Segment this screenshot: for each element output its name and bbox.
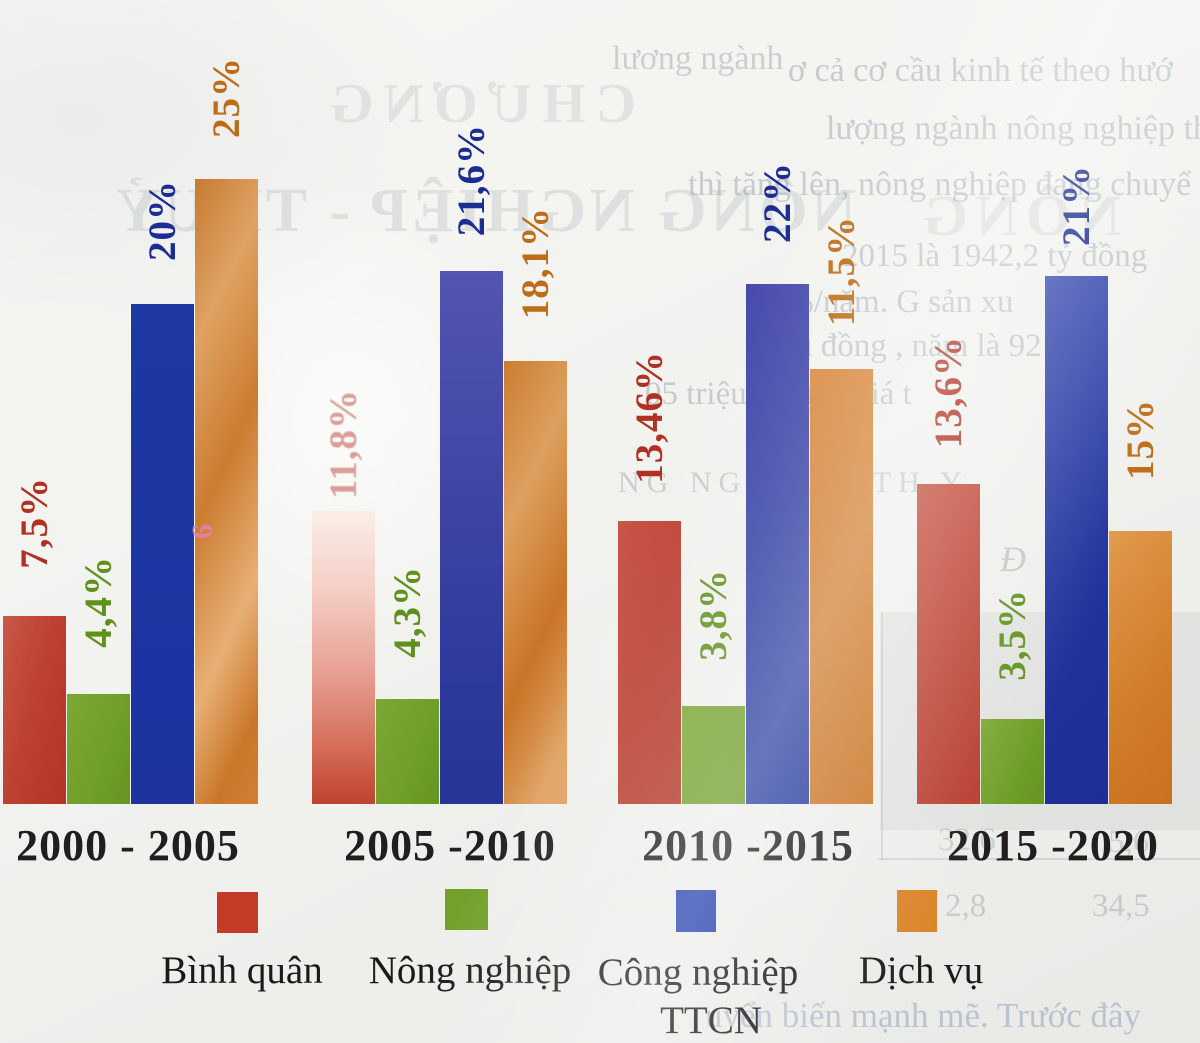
pct-label-cong-nghiep-2015-2020: 21% — [1055, 165, 1098, 246]
bleed-text-2: lượng ngành nông nghiệp thứ — [826, 110, 1200, 147]
pct-label-cong-nghiep-2010-2015: 22% — [756, 162, 799, 243]
bar-cong-nghiep-2010-2015 — [746, 284, 809, 804]
period-label-2015-2020: 2015 -2020 — [947, 821, 1159, 870]
legend-swatch-dich-vu — [897, 890, 937, 932]
legend-label-nong-nghiep: Nông nghiệp — [368, 949, 572, 992]
bar-binh-quan-2010-2015 — [618, 521, 681, 804]
bar-nong-nghiep-2015-2020 — [981, 719, 1044, 804]
bleed-text-15: 2,8 — [945, 888, 987, 924]
period-label-2010-2015: 2010 -2015 — [642, 821, 854, 870]
pct-label-binh-quan-2000-2005: 7,5% — [13, 477, 56, 569]
pct-label-dich-vu-2000-2005: 25% — [205, 57, 248, 138]
period-label-2005-2010: 2005 -2010 — [344, 821, 556, 870]
pct-label-binh-quan-2015-2020: 13,6% — [927, 335, 970, 448]
legend-label-dich-vu: Dịch vụ — [858, 949, 984, 992]
pct-label-binh-quan-2005-2010: 11,8% — [322, 388, 365, 499]
pct-label-nong-nghiep-2000-2005: 4,4% — [77, 556, 120, 648]
bleed-text-7: 2015 là 1942,2 tỷ đồng — [842, 238, 1148, 274]
pct-label-dich-vu-2010-2015: 11,5% — [820, 215, 863, 326]
legend-swatch-cong-nghiep — [676, 890, 716, 932]
bleed-text-0: lương ngành — [612, 40, 784, 77]
bar-dich-vu-2010-2015 — [810, 369, 873, 804]
bar-dich-vu-2000-2005 — [195, 179, 258, 804]
bleed-table-line-vertical — [881, 612, 883, 860]
bar-nong-nghiep-2005-2010 — [376, 699, 439, 804]
bar-binh-quan-2005-2010 — [312, 511, 375, 804]
bar-cong-nghiep-2015-2020 — [1045, 276, 1108, 804]
legend-label-binh-quan: Bình quân — [161, 949, 323, 992]
bar-dich-vu-2015-2020 — [1109, 531, 1172, 804]
pct-label-nong-nghiep-2005-2010: 4,3% — [386, 566, 429, 658]
bar-cong-nghiep-2005-2010 — [440, 271, 503, 804]
bleed-text-12: Đ — [1000, 539, 1026, 579]
stray-pen-mark: 6 — [186, 524, 219, 539]
bar-binh-quan-2015-2020 — [917, 484, 980, 804]
pct-label-nong-nghiep-2015-2020: 3,5% — [991, 589, 1034, 681]
pct-label-cong-nghiep-2005-2010: 21,6% — [450, 123, 493, 236]
legend-swatch-nong-nghiep — [445, 889, 488, 930]
pct-label-cong-nghiep-2000-2005: 20% — [141, 180, 184, 261]
bar-cong-nghiep-2000-2005 — [131, 304, 194, 804]
period-label-2000-2005: 2000 - 2005 — [16, 821, 240, 870]
bar-nong-nghiep-2010-2015 — [682, 706, 745, 804]
bar-nong-nghiep-2000-2005 — [67, 694, 130, 804]
legend-swatch-binh-quan — [217, 892, 258, 933]
bleed-text-17: uyển biến mạnh mẽ. Trước đây — [705, 996, 1142, 1035]
legend-label-cong-nghiep-line2: TTCN — [660, 999, 762, 1042]
pct-label-dich-vu-2005-2010: 18,1% — [514, 206, 557, 319]
bleed-text-16: 34,5 — [1092, 888, 1150, 924]
pct-label-dich-vu-2015-2020: 15% — [1119, 399, 1162, 480]
bar-dich-vu-2005-2010 — [504, 361, 567, 804]
bleed-text-1: ơ cả cơ cầu kinh tế theo hướ — [788, 52, 1173, 89]
pct-label-binh-quan-2010-2015: 13,46% — [628, 351, 671, 484]
legend-label-cong-nghiep: Công nghiệp — [597, 951, 799, 994]
pct-label-nong-nghiep-2010-2015: 3,8% — [692, 569, 735, 661]
bar-binh-quan-2000-2005 — [3, 616, 66, 804]
